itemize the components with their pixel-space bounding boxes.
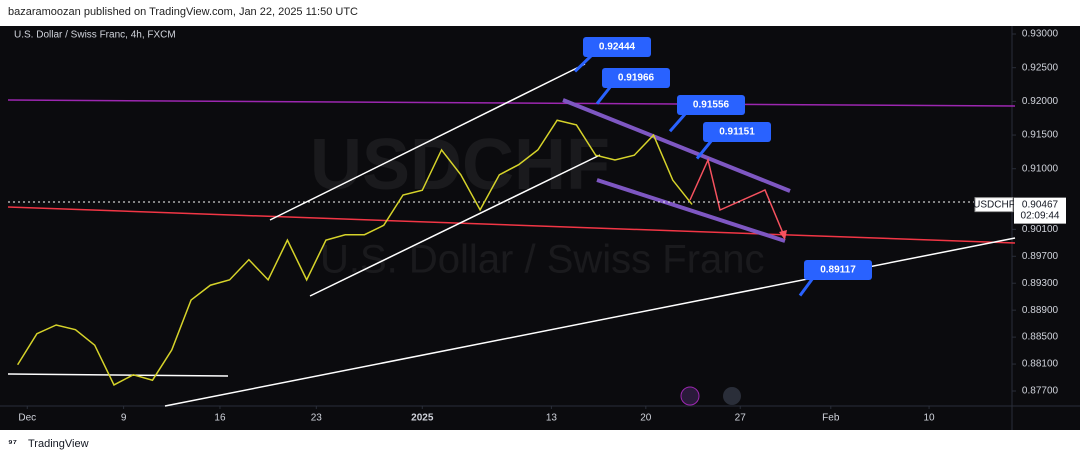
- x-tick-label: 13: [546, 413, 558, 424]
- callout-pointer: [798, 277, 815, 297]
- callout-pointer: [695, 139, 714, 160]
- resistance-line: [7, 99, 1016, 107]
- wedge-bottom: [596, 178, 786, 243]
- footer-brand: TradingView: [28, 438, 89, 450]
- y-tick-label: 0.92000: [1022, 96, 1059, 107]
- trend-line: [164, 237, 1016, 407]
- projection-arrow: [779, 230, 787, 240]
- channel-bottom: [309, 154, 601, 297]
- wedge-top: [562, 98, 791, 193]
- chart-area: [0, 26, 1080, 430]
- callout-label: 0.92444: [599, 42, 636, 53]
- callout-pointer: [573, 53, 594, 73]
- channel-top: [269, 63, 586, 221]
- x-tick-label: 16: [214, 413, 226, 424]
- header-bar: [0, 0, 1080, 26]
- chart-title: U.S. Dollar / Swiss Franc, 4h, FXCM: [14, 30, 176, 41]
- callout-box: [602, 68, 670, 88]
- event-icon[interactable]: [680, 386, 700, 406]
- price-label: 0.90467: [1022, 199, 1059, 210]
- watermark-symbol: USDCHF: [310, 125, 610, 205]
- y-tick-label: 0.89700: [1022, 251, 1059, 262]
- projection-path: [689, 157, 786, 239]
- x-tick-label: 10: [924, 413, 936, 424]
- x-tick-label: 23: [311, 413, 323, 424]
- y-tick-label: 0.87700: [1022, 386, 1059, 397]
- y-tick-label: 0.88500: [1022, 332, 1059, 343]
- callout-label: 0.91151: [719, 127, 755, 138]
- price-tag: [1014, 197, 1066, 224]
- callout-pointer: [668, 112, 688, 133]
- symbol-tag: [974, 197, 1014, 213]
- countdown-label: 02:09:44: [1021, 210, 1060, 221]
- callout-box: [583, 37, 651, 57]
- x-tick-label: Feb: [822, 413, 840, 424]
- callout-label: 0.91966: [618, 73, 655, 84]
- callout-box: [703, 122, 771, 142]
- x-tick-label: 20: [640, 413, 652, 424]
- y-tick-label: 0.89300: [1022, 278, 1059, 289]
- y-tick-label: 0.92500: [1022, 62, 1059, 73]
- y-tick-label: 0.88900: [1022, 305, 1059, 316]
- publish-info: bazaramoozan published on TradingView.co…: [8, 6, 358, 18]
- callout-box: [804, 260, 872, 280]
- callout-box: [677, 95, 745, 115]
- y-tick-label: 0.93000: [1022, 29, 1059, 40]
- x-tick-label: 9: [121, 413, 127, 424]
- y-tick-label: 0.88100: [1022, 359, 1059, 370]
- symbol-label: USDCHF: [973, 199, 1015, 210]
- economic-icon[interactable]: [723, 387, 741, 405]
- watermark-name: U.S. Dollar / Swiss Franc: [320, 238, 765, 282]
- callout-label: 0.91556: [693, 100, 730, 111]
- x-tick-label: 2025: [411, 413, 434, 424]
- footer-bar: [0, 430, 1080, 459]
- y-tick-label: 0.91500: [1022, 130, 1059, 141]
- x-tick-label: Dec: [18, 413, 36, 424]
- base-line: [7, 373, 229, 377]
- price-line: [16, 119, 693, 386]
- support-line: [7, 206, 1016, 244]
- logo-mark: ⁹⁷: [8, 439, 17, 450]
- x-tick-label: 27: [735, 413, 747, 424]
- callout-pointer: [595, 85, 613, 105]
- callout-label: 0.89117: [820, 265, 856, 276]
- y-tick-label: 0.90100: [1022, 224, 1059, 235]
- y-tick-label: 0.91000: [1022, 163, 1059, 174]
